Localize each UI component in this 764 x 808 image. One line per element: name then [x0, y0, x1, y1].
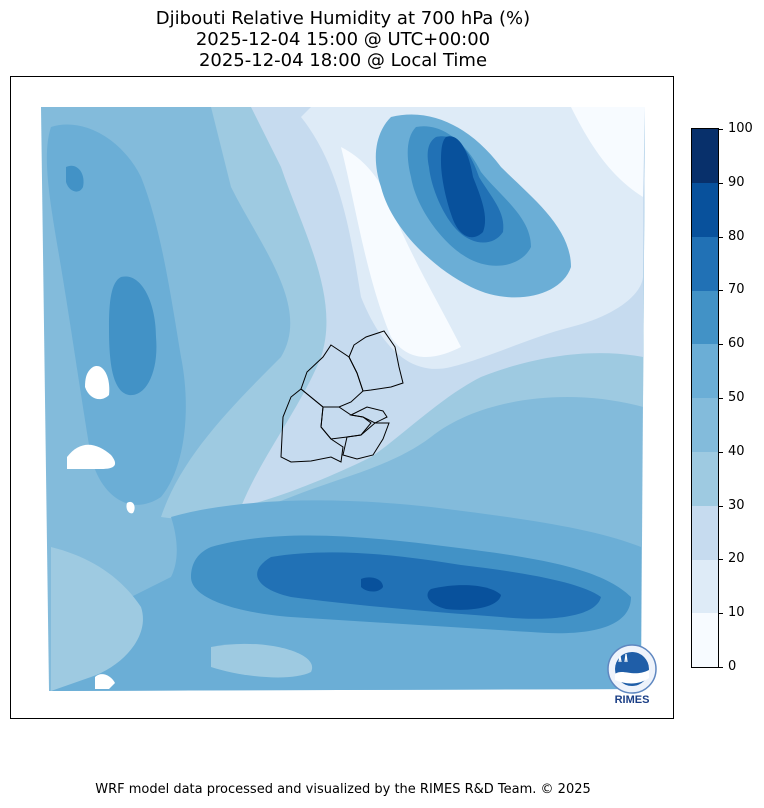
colorbar-tick [719, 344, 723, 346]
humidity-moist-north-90 [441, 136, 486, 238]
colorbar-segment [692, 236, 718, 291]
colorbar-tick [719, 290, 723, 292]
colorbar-tick [719, 613, 723, 615]
colorbar-tick-label: 20 [728, 551, 745, 567]
colorbar-segment [692, 129, 718, 183]
colorbar-segment [692, 398, 718, 452]
humidity-moist-west-70 [109, 276, 157, 396]
humidity-moist-south-80 [257, 552, 601, 619]
colorbar-segment [692, 559, 718, 614]
djibouti-borders [280, 330, 404, 463]
colorbar-tick [719, 129, 723, 130]
colorbar-segment [692, 290, 718, 345]
colorbar-tick-label: 0 [728, 659, 737, 674]
colorbar-tick [719, 559, 723, 561]
humidity-map [41, 107, 645, 691]
no-data-patch-2 [67, 444, 116, 469]
humidity-moist-south-90b [361, 577, 383, 592]
no-data-patch-3 [126, 501, 135, 514]
border-alisabieh [342, 422, 390, 460]
colorbar-tick-label: 80 [728, 228, 745, 244]
colorbar-tick [719, 398, 723, 399]
colorbar-tick [719, 182, 723, 184]
colorbar-tick-label: 10 [728, 605, 745, 621]
colorbar-tick-label: 70 [728, 282, 745, 298]
colorbar-segment [692, 182, 718, 237]
title-utc-time: 2025-12-04 15:00 @ UTC+00:00 [195, 29, 491, 50]
colorbar-tick-label: 50 [728, 390, 745, 405]
colorbar-tick [719, 667, 723, 668]
title-local-time: 2025-12-04 18:00 @ Local Time [198, 50, 488, 71]
border-arta [320, 406, 372, 440]
humidity-dry-zone-south-center [211, 643, 313, 678]
humidity-dry-zone-top-right [571, 107, 645, 197]
colorbar-segment [692, 451, 718, 506]
rimes-logo: RIMES [603, 644, 661, 708]
colorbar-tick-label: 90 [728, 174, 745, 190]
no-data-patch-1 [85, 366, 110, 400]
colorbar-tick [719, 505, 723, 507]
colorbar-tick [719, 236, 723, 238]
colorbar-tick [719, 451, 723, 453]
colorbar-segment [692, 505, 718, 560]
colorbar [691, 128, 719, 668]
colorbar-tick-label: 100 [728, 121, 753, 136]
no-data-patch-4 [95, 674, 115, 689]
logo-text: RIMES [614, 694, 650, 706]
border-djibouti-city [349, 406, 388, 424]
colorbar-segment [692, 613, 718, 668]
map-title: Djibouti Relative Humidity at 700 hPa (%… [0, 8, 686, 71]
humidity-moist-west-small [66, 165, 84, 192]
colorbar-segment [692, 344, 718, 399]
humidity-dry-zone-southwest [51, 547, 143, 691]
colorbar-tick-label: 40 [728, 443, 745, 459]
map-frame [10, 76, 674, 719]
colorbar-tick-label: 60 [728, 336, 745, 352]
title-variable: Djibouti Relative Humidity at 700 hPa (%… [155, 8, 531, 29]
humidity-moist-south-90a [427, 585, 501, 610]
footer-credit: WRF model data processed and visualized … [95, 782, 591, 797]
humidity-dry-zone-0 [341, 147, 461, 357]
colorbar-tick-label: 30 [728, 497, 745, 513]
